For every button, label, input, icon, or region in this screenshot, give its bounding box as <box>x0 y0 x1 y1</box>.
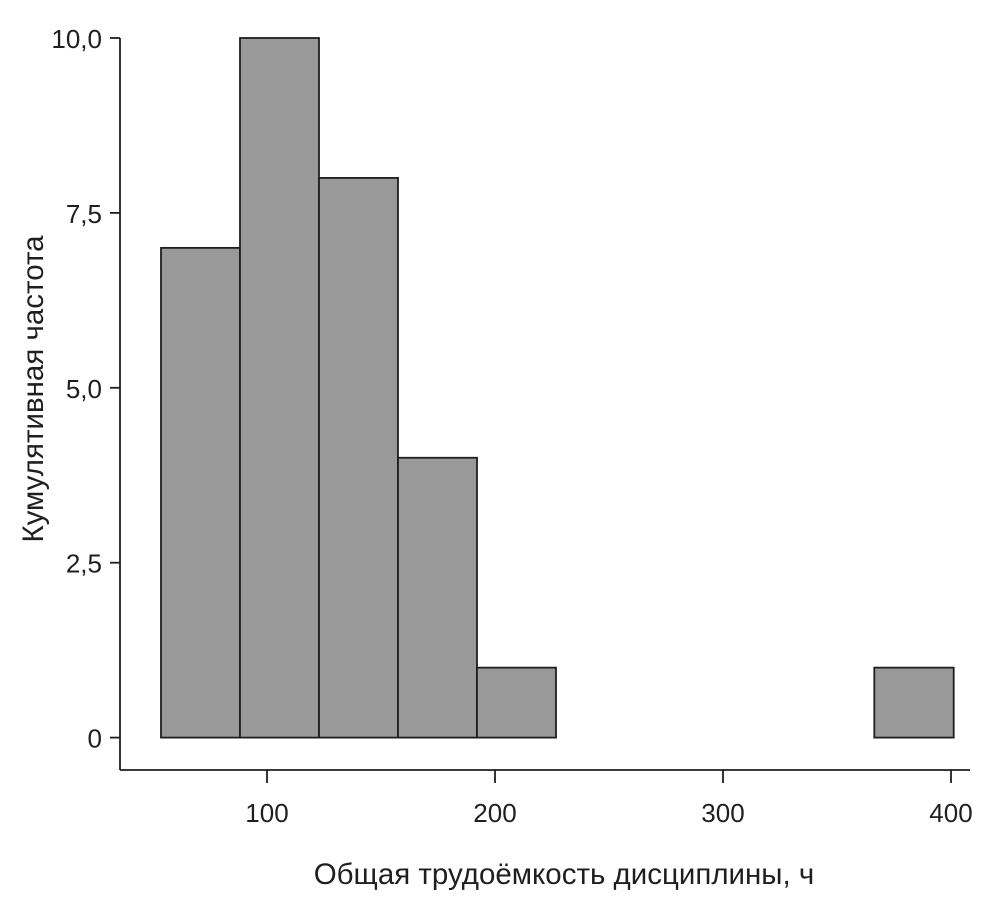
svg-text:400: 400 <box>929 798 972 828</box>
svg-text:300: 300 <box>701 798 744 828</box>
svg-text:0: 0 <box>88 724 102 754</box>
svg-text:Общая трудоёмкость дисциплины,: Общая трудоёмкость дисциплины, ч <box>314 858 815 891</box>
svg-text:5,0: 5,0 <box>66 374 102 404</box>
svg-text:Кумулятивная частота: Кумулятивная частота <box>17 235 50 543</box>
svg-text:7,5: 7,5 <box>66 199 102 229</box>
svg-text:200: 200 <box>473 798 516 828</box>
svg-text:2,5: 2,5 <box>66 549 102 579</box>
svg-text:100: 100 <box>245 798 288 828</box>
svg-text:10,0: 10,0 <box>51 24 102 54</box>
